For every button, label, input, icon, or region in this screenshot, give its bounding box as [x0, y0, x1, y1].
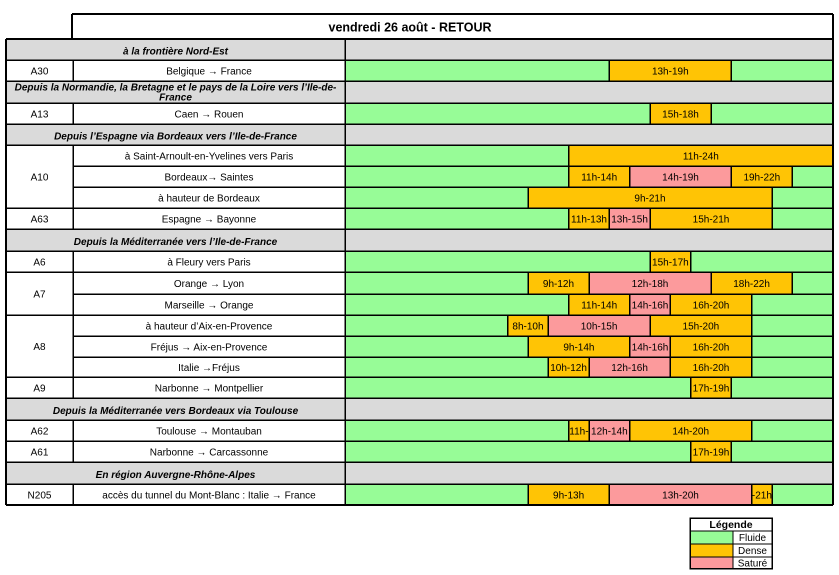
svg-text:à hauteur d’Aix-en-Provence: à hauteur d’Aix-en-Provence	[146, 322, 273, 333]
svg-text:-21h: -21h	[752, 491, 772, 502]
svg-text:15h-18h: 15h-18h	[662, 110, 699, 121]
svg-text:12h-16h: 12h-16h	[611, 363, 648, 374]
svg-text:Narbonne → Carcassonne: Narbonne → Carcassonne	[150, 448, 269, 459]
svg-text:11h-24h: 11h-24h	[683, 152, 719, 163]
svg-text:à Saint-Arnoult-en-Yvelines ve: à Saint-Arnoult-en-Yvelines vers Paris	[125, 152, 293, 163]
svg-text:Saturé: Saturé	[738, 558, 768, 569]
svg-text:16h-20h: 16h-20h	[693, 301, 730, 312]
svg-text:Légende: Légende	[709, 519, 752, 531]
svg-text:13h-15h: 13h-15h	[611, 215, 648, 226]
svg-text:A13: A13	[31, 110, 49, 121]
svg-text:N205: N205	[28, 491, 52, 502]
svg-text:A61: A61	[31, 448, 49, 459]
svg-text:Belgique → France: Belgique → France	[166, 67, 252, 78]
svg-text:vendredi 26 août - RETOUR: vendredi 26 août - RETOUR	[329, 21, 492, 35]
svg-text:19h-22h: 19h-22h	[743, 173, 780, 184]
svg-text:A62: A62	[31, 427, 49, 438]
svg-text:Espagne → Bayonne: Espagne → Bayonne	[162, 215, 257, 226]
svg-text:Orange → Lyon: Orange → Lyon	[174, 279, 244, 290]
svg-text:Depuis l’Espagne via Bordeaux: Depuis l’Espagne via Bordeaux vers l’Ile…	[54, 132, 297, 143]
svg-text:16h-20h: 16h-20h	[693, 343, 730, 354]
svg-text:14h-20h: 14h-20h	[672, 427, 709, 438]
svg-text:15h-20h: 15h-20h	[683, 322, 720, 333]
svg-text:A30: A30	[31, 67, 49, 78]
svg-text:Fluide: Fluide	[739, 533, 767, 544]
svg-text:à hauteur de Bordeaux: à hauteur de Bordeaux	[158, 194, 260, 205]
svg-text:Depuis la Méditerranée vers l’: Depuis la Méditerranée vers l’Ile-de-Fra…	[74, 237, 278, 248]
svg-text:10h-15h: 10h-15h	[581, 322, 618, 333]
svg-text:Toulouse → Montauban: Toulouse → Montauban	[156, 427, 262, 438]
svg-text:17h-19h: 17h-19h	[693, 384, 730, 395]
svg-text:Bordeaux→ Saintes: Bordeaux→ Saintes	[165, 173, 254, 184]
svg-text:Narbonne → Montpellier: Narbonne → Montpellier	[155, 384, 264, 395]
svg-text:8h-10h: 8h-10h	[512, 322, 543, 333]
svg-text:16h-20h: 16h-20h	[693, 363, 730, 374]
svg-text:14h-16h: 14h-16h	[632, 343, 669, 354]
svg-text:Italie →Fréjus: Italie →Fréjus	[178, 363, 240, 374]
svg-text:12h-14h: 12h-14h	[591, 427, 628, 438]
svg-text:11h-13h: 11h-13h	[571, 215, 607, 226]
svg-text:A7: A7	[33, 290, 46, 301]
svg-text:9h-13h: 9h-13h	[553, 491, 584, 502]
svg-text:Caen → Rouen: Caen → Rouen	[175, 110, 244, 121]
svg-text:Marseille → Orange: Marseille → Orange	[165, 301, 254, 312]
svg-text:A9: A9	[33, 384, 46, 395]
svg-text:13h-19h: 13h-19h	[652, 67, 689, 78]
svg-text:9h-21h: 9h-21h	[634, 194, 665, 205]
svg-text:14h-19h: 14h-19h	[662, 173, 699, 184]
svg-text:A10: A10	[31, 173, 49, 184]
svg-text:10h-12h: 10h-12h	[550, 363, 587, 374]
svg-text:A63: A63	[31, 215, 49, 226]
svg-text:14h-16h: 14h-16h	[632, 301, 669, 312]
svg-text:11h-14h: 11h-14h	[581, 301, 617, 312]
svg-text:11h-: 11h-	[569, 427, 588, 438]
svg-text:A6: A6	[33, 258, 46, 269]
svg-text:Dense: Dense	[738, 546, 767, 557]
svg-text:11h-14h: 11h-14h	[581, 173, 617, 184]
svg-text:Fréjus → Aix-en-Provence: Fréjus → Aix-en-Provence	[151, 343, 268, 354]
svg-text:9h-14h: 9h-14h	[563, 343, 594, 354]
svg-text:En région Auvergne-Rhône-Alpes: En région Auvergne-Rhône-Alpes	[96, 470, 256, 481]
svg-text:à la frontière Nord-Est: à la frontière Nord-Est	[123, 47, 229, 58]
svg-text:15h-21h: 15h-21h	[693, 215, 730, 226]
svg-text:17h-19h: 17h-19h	[693, 448, 730, 459]
svg-text:15h-17h: 15h-17h	[652, 258, 689, 269]
svg-text:18h-22h: 18h-22h	[733, 279, 770, 290]
svg-text:12h-18h: 12h-18h	[632, 279, 669, 290]
svg-text:A8: A8	[33, 342, 46, 353]
svg-text:accès du tunnel du Mont-Blanc: accès du tunnel du Mont-Blanc : Italie →…	[102, 491, 316, 502]
svg-text:France: France	[159, 93, 192, 104]
svg-text:à Fleury vers Paris: à Fleury vers Paris	[167, 258, 250, 269]
svg-text:9h-12h: 9h-12h	[543, 279, 574, 290]
svg-text:13h-20h: 13h-20h	[662, 491, 699, 502]
svg-text:Depuis la Normandie, la Bretag: Depuis la Normandie, la Bretagne et le p…	[15, 83, 337, 94]
svg-text:Depuis la Méditerranée vers Bo: Depuis la Méditerranée vers Bordeaux via…	[53, 406, 299, 417]
